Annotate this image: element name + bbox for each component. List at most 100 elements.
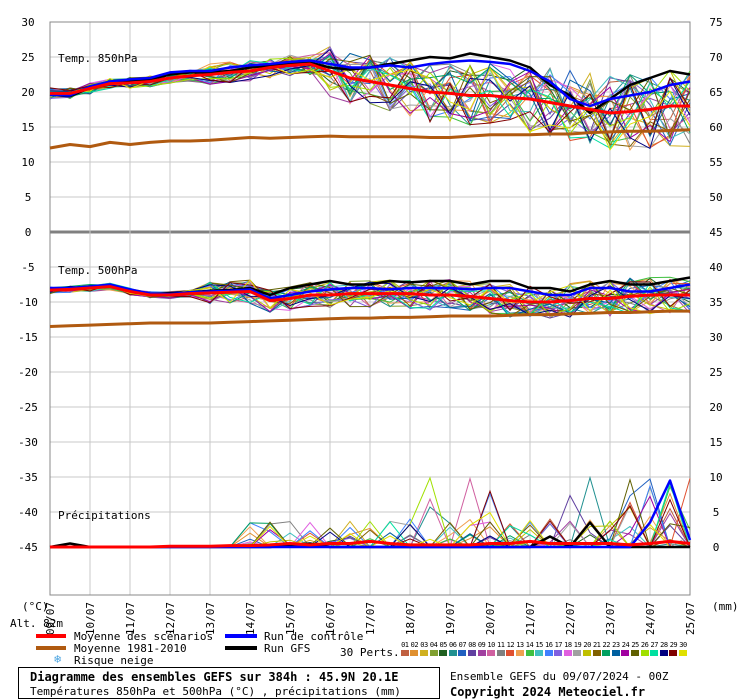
perturbation-color	[592, 650, 601, 656]
right-tick-label: 75	[709, 16, 722, 29]
series-line-850hPa	[50, 62, 690, 115]
perturbation-id: 08	[468, 641, 476, 649]
perturbation-color	[515, 650, 524, 656]
perturbation-id: 26	[640, 641, 649, 649]
perturbation-swatch: 01	[400, 641, 410, 656]
legend-snow-risk: Risque neige	[74, 654, 154, 667]
perturbation-swatch: 14	[525, 641, 535, 656]
left-tick-label: 5	[25, 191, 32, 204]
left-tick-label: -20	[18, 366, 38, 379]
legend-climate-mean: Moyenne 1981-2010	[74, 642, 187, 655]
perturbation-swatch: 10	[486, 641, 496, 656]
perturbation-id: 03	[420, 641, 428, 649]
perturbation-swatch: 11	[496, 641, 506, 656]
right-tick-label: 20	[709, 401, 722, 414]
perturbation-color	[669, 650, 678, 656]
perturbation-id: 21	[592, 641, 601, 649]
left-tick-label: -45	[18, 541, 38, 554]
perturbation-swatch: 25	[630, 641, 640, 656]
perturbation-color	[525, 650, 534, 656]
right-tick-label: 15	[709, 436, 722, 449]
perturbation-id: 20	[583, 641, 591, 649]
perturbation-swatch: 20	[582, 641, 592, 656]
perturbation-id: 18	[564, 641, 572, 649]
perturbation-color	[429, 650, 438, 656]
perturbation-color	[410, 650, 419, 656]
series-line-850hPa	[49, 59, 691, 108]
date-tick-label: 13/07	[204, 602, 217, 635]
perturbation-id: 02	[410, 641, 419, 649]
date-tick-label: 21/07	[524, 602, 537, 635]
perturbation-id: 24	[621, 641, 630, 649]
legend-gfs-run: Run GFS	[264, 642, 311, 655]
perturbation-swatch: 29	[669, 641, 679, 656]
date-tick-label: 09/07	[44, 602, 57, 635]
right-tick-label: 25	[709, 366, 722, 379]
perturbation-id: 23	[612, 641, 620, 649]
perturbation-id: 06	[449, 641, 457, 649]
perturbation-swatch: 27	[649, 641, 659, 656]
left-tick-label: 15	[21, 121, 34, 134]
perturbation-color	[563, 650, 572, 656]
right-unit-label: (mm)	[712, 600, 739, 613]
date-tick-label: 20/07	[484, 602, 497, 635]
perturbation-color	[496, 650, 505, 656]
copyright: Copyright 2024 Meteociel.fr	[450, 685, 646, 699]
right-tick-label: 0	[713, 541, 720, 554]
left-unit-label: (°C)	[22, 600, 49, 613]
perturbation-color	[477, 650, 486, 656]
right-tick-label: 55	[709, 156, 722, 169]
left-tick-label: 25	[21, 51, 34, 64]
perturbation-swatch: 22	[601, 641, 611, 656]
perturbation-swatch: 06	[448, 641, 458, 656]
right-tick-label: 50	[709, 191, 722, 204]
date-tick-label: 18/07	[404, 602, 417, 635]
perturbation-color	[448, 650, 457, 656]
perturbation-color	[439, 650, 448, 656]
perturbation-swatch: 12	[506, 641, 516, 656]
right-tick-label: 65	[709, 86, 722, 99]
date-tick-label: 14/07	[244, 602, 257, 635]
right-tick-label: 70	[709, 51, 722, 64]
legend-swatch-climate	[36, 646, 66, 650]
series-line-500hPa	[49, 285, 690, 304]
perturbation-swatch: 07	[458, 641, 468, 656]
perturbation-color	[611, 650, 620, 656]
legend-mean-scenarios: Moyenne des scénarios	[74, 630, 214, 643]
date-tick-label: 10/07	[84, 602, 97, 635]
perturbation-color	[487, 650, 496, 656]
perturbation-swatch: 28	[659, 641, 669, 656]
perturbations-label: 30 Perts.	[340, 646, 400, 659]
perturbation-swatch: 18	[563, 641, 573, 656]
perturbation-id: 17	[554, 641, 563, 649]
perturbation-color	[419, 650, 428, 656]
right-tick-label: 40	[709, 261, 722, 274]
panel-label-precip: Précipitations	[58, 509, 151, 522]
legend-swatch-gfs	[225, 646, 257, 650]
perturbation-swatch: 05	[438, 641, 448, 656]
left-tick-label: 0	[25, 226, 32, 239]
perturbation-id: 30	[679, 641, 687, 649]
perturbation-color	[400, 650, 409, 656]
perturbation-color	[554, 650, 563, 656]
date-tick-label: 23/07	[604, 602, 617, 635]
right-tick-label: 35	[709, 296, 722, 309]
perturbation-color	[458, 650, 467, 656]
left-tick-label: -30	[18, 436, 38, 449]
perturbation-id: 04	[429, 641, 438, 649]
left-tick-label: -25	[18, 401, 38, 414]
perturbation-id: 16	[544, 641, 553, 649]
date-tick-label: 11/07	[124, 602, 137, 635]
perturbation-color	[602, 650, 611, 656]
panel-label-850: Temp. 850hPa	[58, 52, 137, 65]
snowflake-icon: ❄	[54, 652, 62, 666]
ensemble-line-850	[49, 57, 691, 135]
series-line-500hPa	[49, 309, 690, 328]
perturbation-swatch: 04	[429, 641, 439, 656]
panel-label-500: Temp. 500hPa	[58, 264, 137, 277]
perturbation-id: 10	[487, 641, 495, 649]
perturbation-color	[544, 650, 553, 656]
perturbation-color	[650, 650, 659, 656]
perturbation-color	[621, 650, 630, 656]
